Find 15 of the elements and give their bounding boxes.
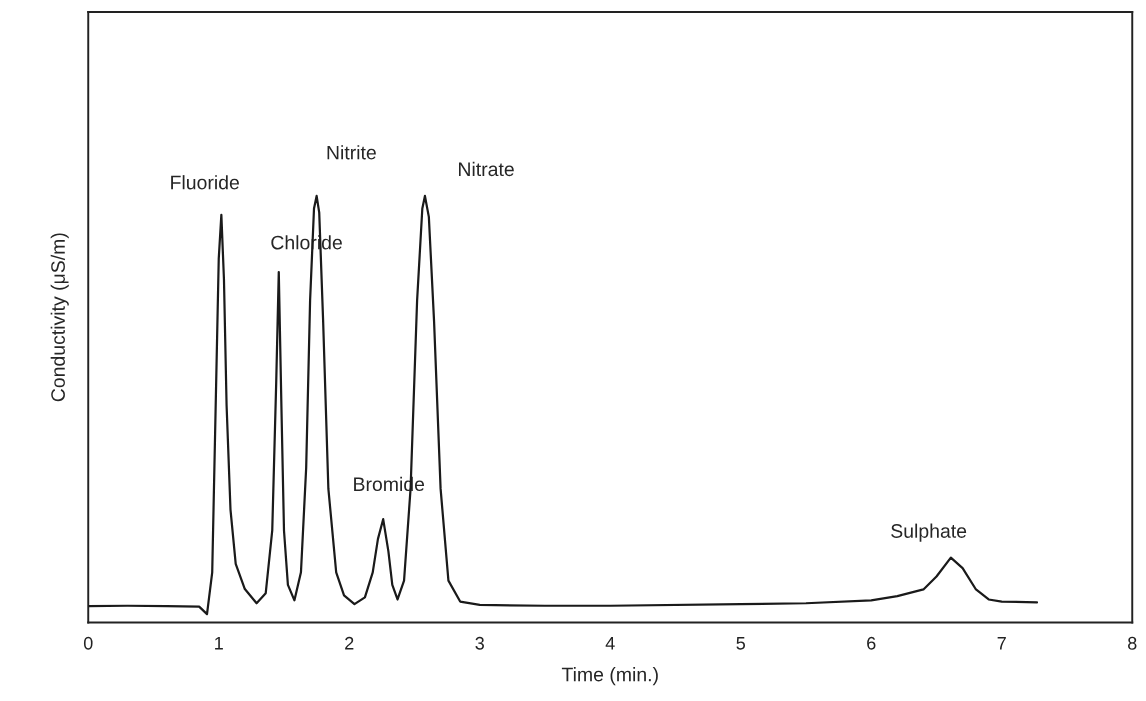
annotation: Nitrite [327, 145, 376, 160]
x-tick-label: 7 [997, 637, 1006, 650]
x-axis-title: Time (min.) [561, 667, 658, 686]
x-tick-label: 3 [475, 636, 484, 650]
x-tick-label: 5 [736, 637, 746, 650]
annotation: Sulphate [891, 523, 967, 542]
x-tick-label: 8 [1128, 636, 1137, 650]
annotation: Fluoride [171, 175, 239, 190]
x-tick-label: 6 [867, 636, 876, 650]
y-axis-title: Conductivity (μS/m) [50, 233, 69, 402]
x-tick-label: 1 [215, 637, 223, 650]
annotation: Nitrate [459, 161, 514, 177]
x-tick-label: 4 [605, 637, 615, 650]
x-tick-label: 2 [345, 636, 354, 650]
x-tick-label: 0 [83, 636, 93, 650]
